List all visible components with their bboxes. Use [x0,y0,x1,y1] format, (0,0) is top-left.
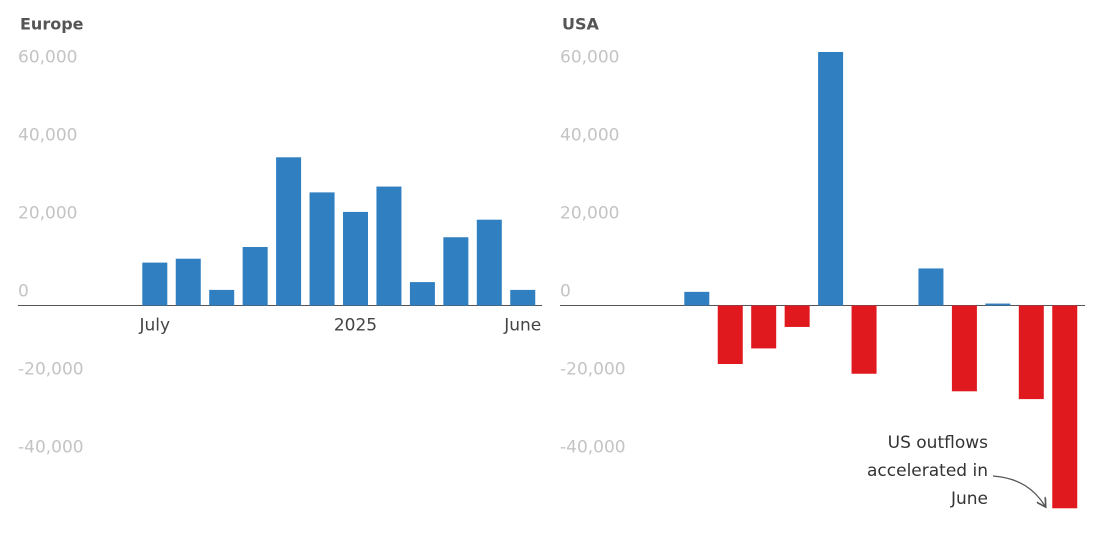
annotation-arrow [992,475,1045,506]
bar [343,211,368,306]
bar [175,258,201,306]
bar [142,262,168,306]
x-tick-label: June [503,316,541,336]
y-tick-label: 20,000 [560,204,619,224]
y-tick-label: 40,000 [18,126,77,146]
bar [476,219,502,306]
y-tick-label: 0 [18,282,29,302]
y-tick-label: -20,000 [18,360,84,380]
chart-title: USA [562,15,600,34]
y-tick-label: 20,000 [18,204,77,224]
y-tick-label: 60,000 [560,48,619,68]
bar [818,52,844,306]
y-tick-label: -40,000 [560,438,626,458]
bar [443,237,469,306]
bar [409,282,435,306]
bar [242,247,268,306]
bar [985,303,1011,306]
bar [784,305,810,327]
annotation: accelerated in [867,461,988,481]
bar [951,305,977,392]
bar [1018,305,1044,400]
bar [209,289,235,306]
bar [510,289,536,306]
x-tick-label: July [139,316,171,336]
bar [376,186,402,306]
bar [309,192,335,306]
bar [751,305,777,349]
y-tick-label: 40,000 [560,126,619,146]
bar [851,305,877,374]
annotation: June [950,489,988,509]
x-tick-label: 2025 [334,316,377,336]
bar [684,291,710,306]
y-tick-label: 0 [560,282,571,302]
y-tick-label: -40,000 [18,438,84,458]
bar [918,268,944,306]
chart-title: Europe [20,15,84,34]
y-tick-label: 60,000 [18,48,77,68]
bar [717,305,743,364]
bar [276,157,302,306]
bar [1052,305,1078,509]
annotation: US outflows [888,433,988,453]
y-tick-label: -20,000 [560,360,626,380]
